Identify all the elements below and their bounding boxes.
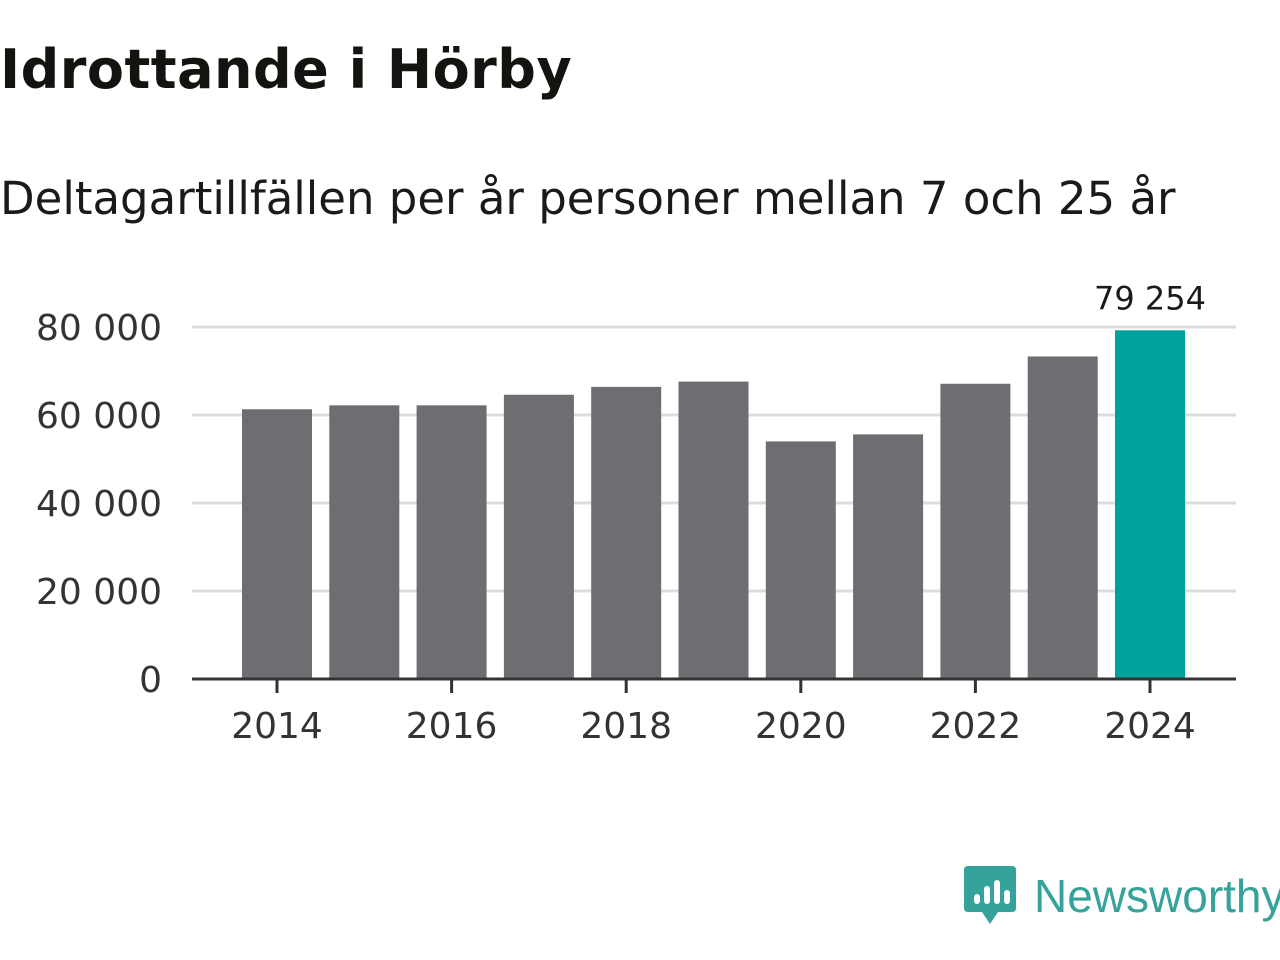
y-tick-label: 40 000 <box>36 484 162 525</box>
newsworthy-logo: Newsworthy <box>964 866 1280 926</box>
bar-2024 <box>1115 330 1185 679</box>
bar-2016 <box>416 405 487 679</box>
labels: 0 20 000 40 000 60 000 80 000 2014 2016 2018 202… <box>36 279 1206 747</box>
x-tick-label: 2024 <box>1104 706 1196 747</box>
bar-2018 <box>591 386 662 679</box>
x-tick-label: 2018 <box>580 706 672 747</box>
bar-2023 <box>1027 356 1098 679</box>
data-label: 79 254 <box>1094 279 1206 317</box>
bars <box>242 330 1185 679</box>
x-tick-label: 2014 <box>231 706 323 747</box>
bar-2017 <box>503 394 574 679</box>
y-tick-label: 80 000 <box>36 308 162 349</box>
bar-2015 <box>329 405 400 679</box>
axes <box>192 677 1236 693</box>
bar-2020 <box>765 441 836 679</box>
chart-subtitle: Deltagartillfällen per år personer mella… <box>0 172 1176 225</box>
bar-2021 <box>853 434 924 679</box>
bar-2014 <box>242 409 312 679</box>
chart-title: Idrottande i Hörby <box>0 38 573 101</box>
y-tick-label: 0 <box>139 660 162 701</box>
y-tick-label: 20 000 <box>36 572 162 613</box>
y-tick-label: 60 000 <box>36 396 162 437</box>
bar-2022 <box>940 383 1011 679</box>
x-tick-label: 2022 <box>930 706 1022 747</box>
bar-chart-speech-bubble-icon <box>964 866 1016 924</box>
x-tick-label: 2020 <box>755 706 847 747</box>
x-tick-label: 2016 <box>406 706 498 747</box>
brand-name: Newsworthy <box>1034 870 1280 922</box>
bar-2019 <box>678 381 749 679</box>
